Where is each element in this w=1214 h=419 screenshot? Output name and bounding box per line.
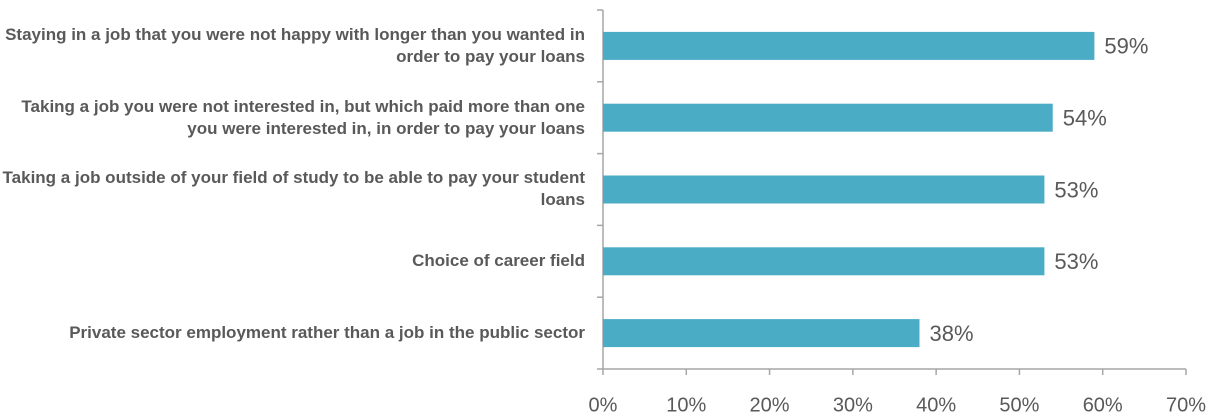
category-text: Private sector employment rather than a … xyxy=(69,323,585,343)
category-text: Taking a job outside of your field of st… xyxy=(2,168,585,210)
category-text: Taking a job you were not interested in,… xyxy=(21,96,585,138)
category-text: Staying in a job that you were not happy… xyxy=(5,24,585,66)
category-label: Choice of career field xyxy=(0,225,585,297)
x-tick-label: 20% xyxy=(750,394,790,416)
bar xyxy=(603,175,1045,204)
category-text: Choice of career field xyxy=(412,251,585,271)
category-label: Staying in a job that you were not happy… xyxy=(0,10,585,82)
value-label: 59% xyxy=(1104,34,1148,59)
value-label: 54% xyxy=(1063,106,1107,131)
x-tick-label: 0% xyxy=(589,394,618,416)
bar xyxy=(603,31,1095,60)
x-tick-label: 30% xyxy=(833,394,873,416)
value-label: 38% xyxy=(929,321,973,346)
bar xyxy=(603,247,1045,276)
x-tick-label: 60% xyxy=(1083,394,1123,416)
category-label: Taking a job you were not interested in,… xyxy=(0,82,585,154)
x-tick-label: 70% xyxy=(1166,394,1206,416)
bar xyxy=(603,319,920,348)
x-tick-label: 50% xyxy=(999,394,1039,416)
value-label: 53% xyxy=(1054,177,1098,202)
x-tick-label: 40% xyxy=(916,394,956,416)
value-label: 53% xyxy=(1054,249,1098,274)
x-tick-label: 10% xyxy=(666,394,706,416)
bar xyxy=(603,103,1053,132)
category-label: Taking a job outside of your field of st… xyxy=(0,154,585,226)
category-label: Private sector employment rather than a … xyxy=(0,297,585,369)
